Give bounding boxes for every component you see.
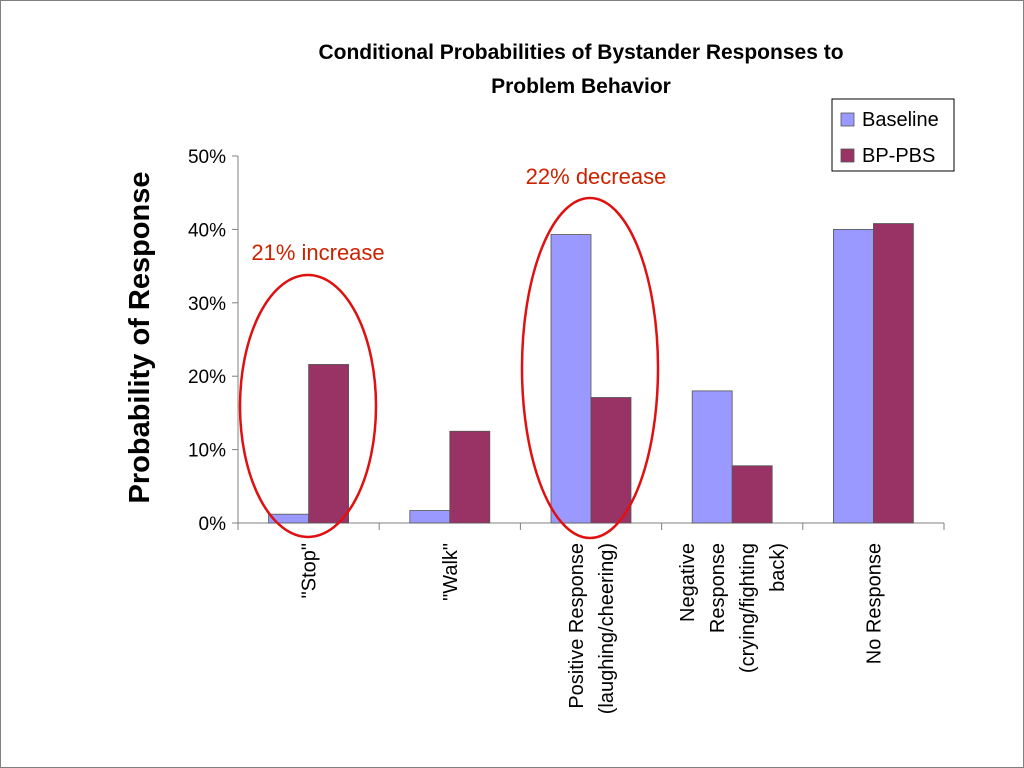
y-tick-label: 50% (188, 147, 226, 168)
legend-swatch (840, 148, 855, 163)
category-label: Negative Response (crying/fighting back) (677, 543, 789, 673)
category-label-line: (crying/fighting (737, 543, 759, 673)
y-tick-label: 40% (188, 220, 226, 241)
highlight-ellipse (238, 273, 378, 539)
category-label-line: (laughing/cheering) (596, 543, 618, 714)
bar-bp-pbs (308, 364, 350, 524)
category-label: "Walk" (440, 543, 462, 601)
chart-title-line: Conditional Probabilities of Bystander R… (318, 41, 843, 64)
bar-bp-pbs (873, 223, 914, 524)
legend-swatch (840, 112, 855, 127)
bar-baseline (409, 510, 451, 524)
y-tick-label: 30% (188, 294, 226, 315)
bar-baseline (691, 390, 733, 524)
category-labels: "Stop" "Walk" Positive Response (laughing/c… (299, 543, 886, 714)
legend-label: BP-PBS (862, 145, 935, 167)
category-label-line: Negative (677, 543, 699, 622)
highlight-ellipse (520, 196, 660, 540)
y-axis-label: Probability of Response (124, 172, 156, 504)
category-label-line: Response (707, 543, 729, 633)
bar-bp-pbs (590, 397, 632, 524)
chart-title: Conditional Probabilities of Bystander R… (318, 41, 843, 98)
annotation-label: 22% decrease (526, 164, 667, 189)
bar-bp-pbs (731, 465, 773, 524)
category-label-line: No Response (863, 543, 885, 664)
chart-title-line: Problem Behavior (491, 75, 671, 98)
category-label-line: "Walk" (440, 543, 462, 601)
legend: Baseline BP-PBS (831, 98, 955, 172)
annotations: 21% increase 22% decrease (238, 164, 667, 540)
category-label-line: back) (767, 543, 789, 592)
annotation-label: 21% increase (251, 240, 384, 265)
category-label: No Response (863, 543, 885, 664)
category-label-line: "Stop" (299, 543, 321, 598)
y-axis-title: Probability of Response (124, 172, 156, 504)
y-tick-label: 10% (188, 441, 226, 462)
category-label: Positive Response (laughing/cheering) (566, 543, 618, 714)
axes: 0% 10% 20% 30% 40% 50% (188, 147, 945, 535)
category-label-line: Positive Response (566, 543, 588, 709)
bar-bp-pbs (449, 430, 491, 524)
y-tick-label: 0% (199, 514, 227, 535)
bar-baseline (833, 228, 874, 524)
category-label: "Stop" (299, 543, 321, 598)
y-tick-label: 20% (188, 367, 226, 388)
legend-label: Baseline (862, 109, 939, 131)
bars (268, 223, 914, 524)
bar-baseline (550, 234, 592, 524)
